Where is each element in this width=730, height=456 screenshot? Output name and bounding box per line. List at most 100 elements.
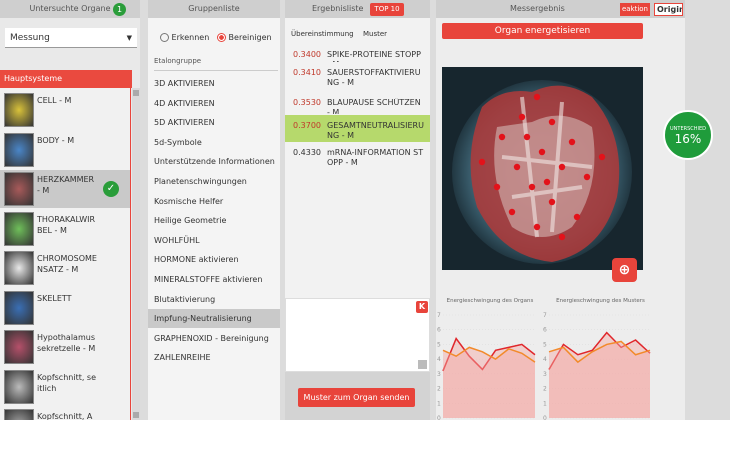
zoom-button[interactable]: ⊕ (612, 258, 637, 282)
result-score: 0.3700 (293, 121, 321, 130)
panel-title: Messergebnis (510, 4, 565, 13)
organ-item[interactable]: CELL - M (0, 91, 130, 129)
organ-label: Hypothalamussekretzelle - M (37, 333, 96, 353)
scroll-down[interactable] (133, 412, 139, 418)
marker-dot (478, 158, 486, 166)
section-header: Hauptsysteme (0, 70, 132, 88)
top-badge[interactable]: TOP 10 (370, 3, 404, 16)
text-box[interactable] (285, 298, 430, 372)
organ-item[interactable]: Hypothalamussekretzelle - M (0, 328, 130, 366)
result-pattern: SPIKE-PROTEINE STOPP - M (327, 50, 421, 62)
marker-dot (513, 163, 521, 171)
column-header: Übereinstimmung (291, 30, 354, 38)
organ-label: SKELETT (37, 293, 72, 303)
y-tick-label: 3 (437, 371, 441, 378)
organ-thumbnail (4, 369, 34, 404)
result-rows: 0.3400 SPIKE-PROTEINE STOPP - M 0.3410 SAUE… (285, 44, 430, 174)
tab[interactable]: eaktion (620, 3, 650, 16)
y-tick-label: 2 (543, 386, 547, 393)
y-tick-label: 0 (437, 415, 441, 420)
difference-value: 16% (674, 132, 702, 146)
marker-dot (493, 183, 501, 191)
heart-chamber (494, 115, 595, 237)
marker-dot (558, 233, 566, 241)
radio-option[interactable]: Erkennen (160, 33, 209, 43)
organ-thumbnail (4, 409, 34, 420)
organ-item[interactable]: BODY - M (0, 131, 130, 169)
organ-item[interactable]: SKELETT (0, 289, 130, 327)
result-row[interactable]: 0.3400 SPIKE-PROTEINE STOPP - M (285, 44, 430, 62)
tab[interactable]: Origin (654, 3, 683, 16)
radio-option[interactable]: Bereinigen (217, 33, 272, 43)
organ-thumbnail (4, 132, 34, 167)
charts: Energieschwingung des Organs 0 1 2 3 4 5 6 7 Ener… (437, 298, 651, 420)
results-panel: Ergebnisliste TOP 10 Übereinstimmung Mus… (285, 0, 430, 420)
radio-selected[interactable] (217, 33, 226, 42)
group-item[interactable]: WOHLFÜHL (154, 235, 200, 245)
result-row[interactable]: 0.4330 mRNA-INFORMATION STOPP - M (285, 142, 430, 172)
energize-button[interactable]: Organ energetisieren (442, 23, 643, 39)
column-header: Muster (363, 30, 388, 38)
radio-label: Erkennen (171, 33, 210, 42)
group-item[interactable]: 5d-Symbole (154, 137, 202, 147)
chart-title: Energieschwingung des Organs (447, 298, 534, 304)
dropdown-arrow: ▼ (126, 34, 132, 42)
y-tick-label: 6 (437, 327, 441, 334)
organ-item[interactable]: CHROMOSOMENSATZ - M (0, 249, 130, 287)
organ-item[interactable]: Kopfschnitt, Augenhöhe (0, 407, 130, 420)
y-tick-label: 0 (543, 415, 547, 420)
group-list: 3D AKTIVIEREN 4D AKTIVIEREN 5D AKTIVIEREN 5… (148, 74, 280, 374)
result-row[interactable]: 0.3700 GESAMTNEUTRALISIERUNG - M (285, 115, 430, 142)
scrollbar[interactable] (132, 88, 140, 420)
organ-item[interactable]: THORAKALWIRBEL - M (0, 210, 130, 248)
organ-label: HERZKAMMER - M (37, 175, 95, 195)
organ-item[interactable]: HERZKAMMER - M ✓ (0, 170, 130, 208)
y-tick-label: 5 (543, 341, 547, 348)
group-item[interactable]: Kosmische Helfer (154, 196, 224, 206)
y-tick-label: 7 (543, 312, 547, 319)
group-item[interactable]: MINERALSTOFFE aktivieren (154, 275, 263, 284)
result-score: 0.3400 (293, 50, 321, 59)
panel-title: Ergebnisliste (312, 4, 364, 13)
k-button[interactable]: K (416, 301, 428, 313)
organ-label: CHROMOSOMENSATZ - M (37, 254, 97, 274)
group-item[interactable]: GRAPHENOXID - Bereinigung (154, 333, 269, 343)
group-item[interactable]: Impfung-Neutralisierung (148, 309, 280, 329)
group-item[interactable]: Planetenschwingungen (154, 177, 247, 186)
marker-dot (508, 208, 516, 216)
panel-title: Gruppenliste (188, 4, 240, 13)
group-item[interactable]: 5D AKTIVIEREN (154, 118, 215, 128)
marker-dot (518, 113, 526, 121)
group-item[interactable]: Heilige Geometrie (154, 216, 227, 226)
area (549, 332, 650, 418)
chart-title: Energieschwingung des Musters (556, 298, 645, 304)
y-tick-label: 1 (543, 400, 547, 407)
radio[interactable] (160, 33, 169, 42)
dropdown[interactable]: Messung ▼ (5, 28, 137, 48)
organ-label: BODY - M (37, 135, 75, 145)
scroll-up[interactable] (133, 90, 139, 96)
marker-dot (583, 173, 591, 181)
group-item[interactable]: 3D AKTIVIEREN (154, 79, 215, 88)
scroll-down[interactable] (418, 360, 427, 369)
organ-list: CELL - M BODY - M HERZKAMMER - M ✓ THORAKALW… (0, 88, 131, 420)
result-row[interactable]: 0.3410 SAUERSTOFFAKTIVIERUNG - M (285, 62, 430, 90)
result-score: 0.3410 (293, 68, 321, 77)
group-item[interactable]: Unterstützende Informationen (154, 157, 275, 167)
group-item[interactable]: Blutaktivierung (154, 294, 216, 304)
send-button[interactable]: Muster zum Organ senden (298, 388, 415, 407)
group-item[interactable]: 4D AKTIVIEREN (154, 98, 215, 108)
y-tick-label: 4 (437, 356, 441, 363)
marker-dot (573, 213, 581, 221)
organ-thumbnail (4, 172, 34, 206)
organ-thumbnail (4, 290, 34, 325)
group-item[interactable]: ZAHLENREIHE (154, 353, 211, 363)
organ-thumbnail (4, 330, 34, 364)
result-row[interactable]: 0.3530 BLAUPAUSE SCHÜTZEN - M (285, 92, 430, 114)
group-item[interactable]: HORMONE aktivieren (154, 255, 239, 265)
organ-item[interactable]: Kopfschnitt, seitlich (0, 368, 130, 406)
marker-dot (523, 133, 531, 141)
organ-thumbnail (4, 251, 34, 285)
area (443, 347, 535, 418)
